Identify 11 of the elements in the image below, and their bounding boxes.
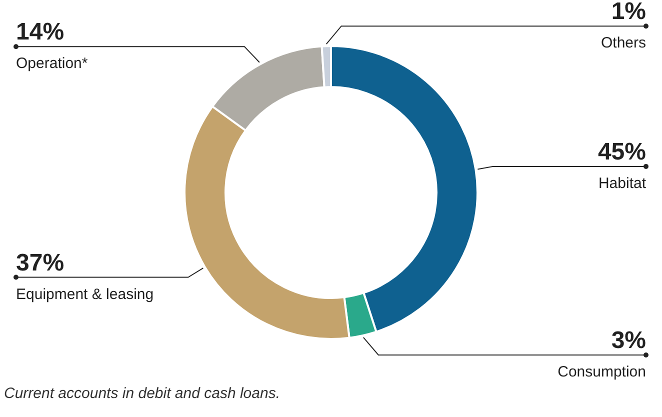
data-label: 1%	[611, 0, 646, 26]
slice-label: Consumption	[558, 364, 646, 381]
data-label: 14%	[16, 18, 64, 46]
data-label: 45%	[598, 138, 646, 166]
slice-label: Others	[600, 34, 646, 52]
data-label: 3%	[611, 326, 646, 354]
data-label: 37%	[16, 249, 64, 276]
slice-label: Equipment & leasing	[16, 286, 154, 303]
slice-label: Habitat	[598, 175, 647, 192]
slice-label: Operation*	[16, 55, 88, 72]
text: Current accounts in debit and cash loans.	[3, 385, 281, 402]
